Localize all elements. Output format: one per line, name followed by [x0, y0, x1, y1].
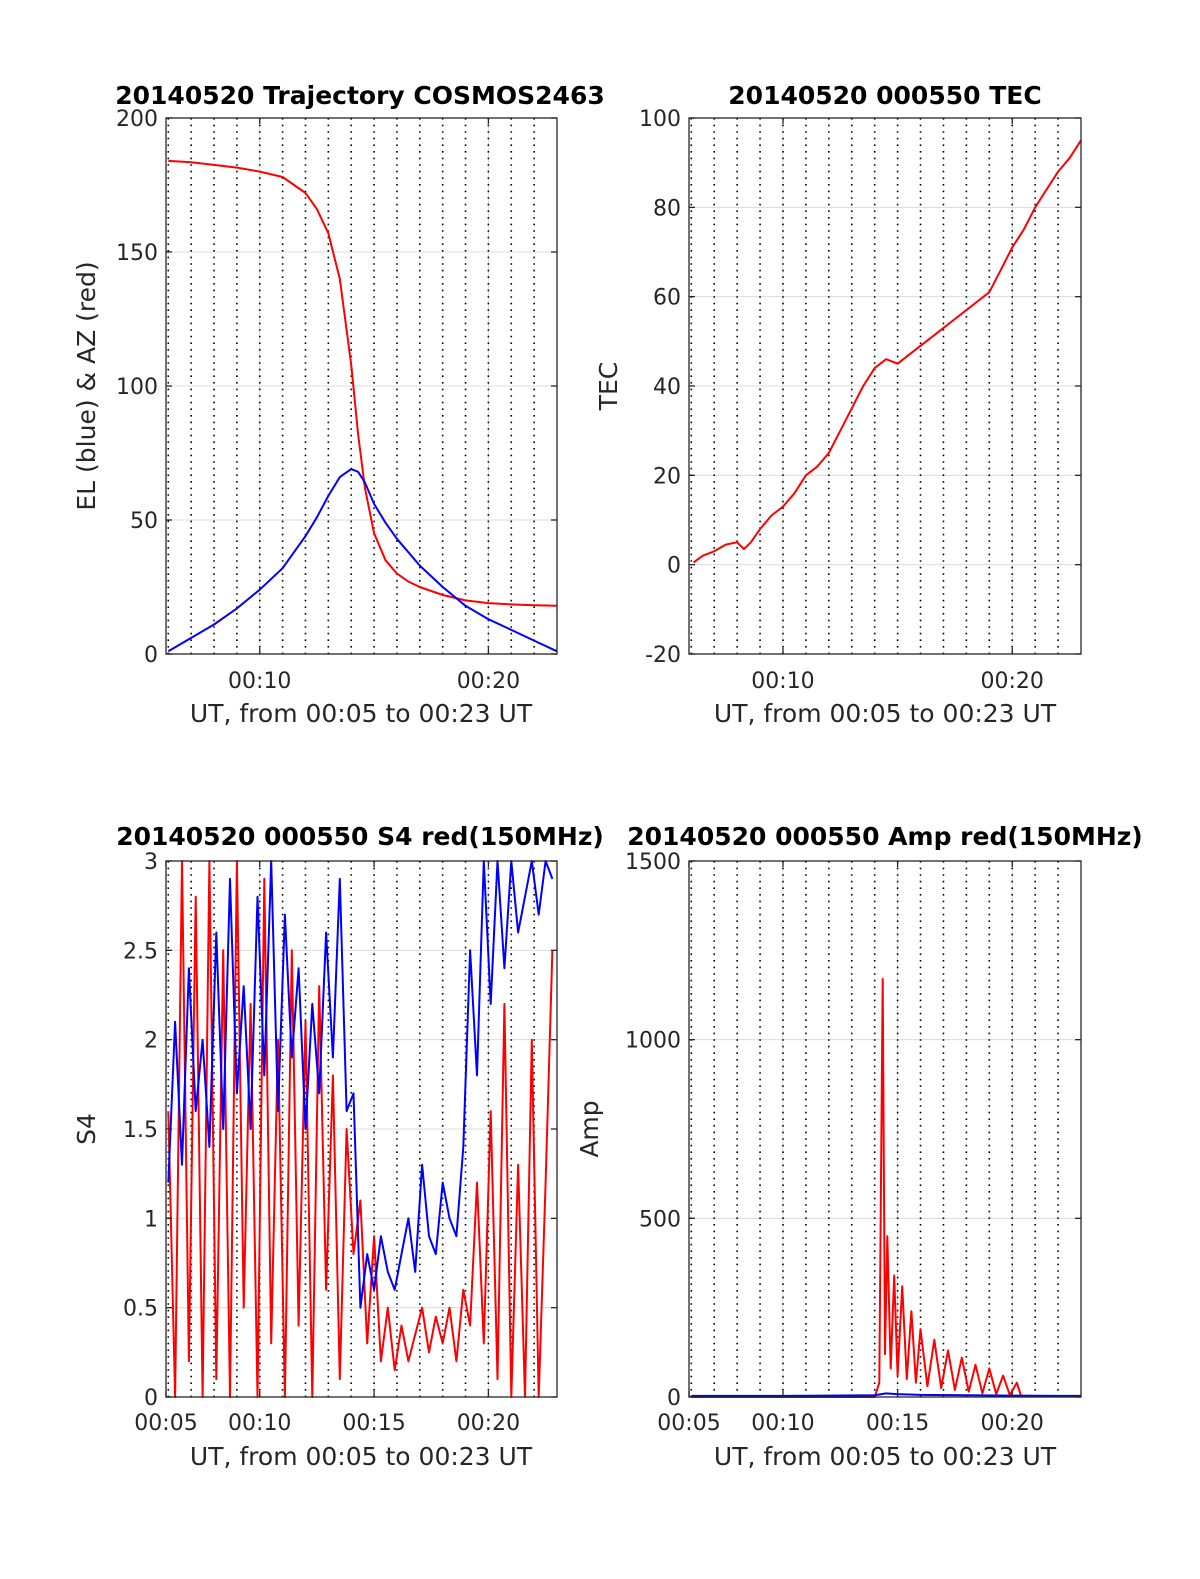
y-tick-label: 50 [130, 509, 158, 534]
x-tick-label: 00:10 [228, 669, 291, 694]
chart-title: 20140520 000550 TEC [728, 81, 1041, 110]
y-tick-label: -20 [645, 643, 681, 668]
y-tick-label: 2 [144, 1029, 158, 1054]
x-tick-label: 00:20 [981, 1411, 1044, 1436]
y-tick-label: 20 [653, 464, 681, 489]
chart-title: 20140520 000550 S4 red(150MHz) [116, 822, 604, 851]
chart-tec: 00:10 00:20 -20 0 20 40 60 80 100 20140520 000550… [594, 81, 1082, 728]
x-axis-label: UT, from 00:05 to 00:23 UT [190, 699, 533, 728]
y-tick-label: 1500 [625, 850, 681, 875]
y-axis-label: Amp [575, 1100, 604, 1157]
y-tick-label: 60 [653, 286, 681, 311]
y-axis-label: S4 [72, 1113, 101, 1145]
x-tick-label: 00:10 [751, 1411, 814, 1436]
y-tick-label: 200 [116, 107, 158, 132]
x-tick-label: 00:20 [981, 669, 1044, 694]
y-tick-label: 1 [144, 1207, 158, 1232]
y-tick-label: 0 [144, 1386, 158, 1411]
y-tick-label: 0.5 [123, 1297, 158, 1322]
y-tick-label: 0 [667, 554, 681, 579]
y-tick-label: 0 [667, 1386, 681, 1411]
x-tick-label: 00:10 [751, 669, 814, 694]
y-tick-label: 100 [116, 375, 158, 400]
y-tick-label: 1000 [625, 1029, 681, 1054]
y-tick-label: 1.5 [123, 1118, 158, 1143]
y-axis-label: TEC [594, 362, 623, 412]
y-tick-label: 3 [144, 850, 158, 875]
y-tick-label: 500 [639, 1207, 681, 1232]
series-red-line [168, 159, 558, 607]
x-tick-label: 00:05 [134, 1411, 197, 1436]
chart-title: 20140520 000550 Amp red(150MHz) [627, 822, 1143, 851]
x-axis-label: UT, from 00:05 to 00:23 UT [714, 699, 1057, 728]
x-axis-label: UT, from 00:05 to 00:23 UT [190, 1442, 533, 1471]
y-tick-label: 80 [653, 196, 681, 221]
series-blue-line [691, 1392, 1081, 1397]
y-tick-label: 0 [144, 643, 158, 668]
x-axis-label: UT, from 00:05 to 00:23 UT [714, 1442, 1057, 1471]
chart-s4: 00:05 00:10 00:15 00:20 0 0.5 1 1.5 2 2.5 32014052… [72, 822, 604, 1471]
x-tick-label: 00:20 [457, 669, 520, 694]
chart-amp: 00:05 00:10 00:15 00:20 0 500 1000 150020140520… [575, 822, 1143, 1471]
y-tick-label: 40 [653, 375, 681, 400]
x-tick-label: 00:10 [228, 1411, 291, 1436]
y-axis-label: EL (blue) & AZ (red) [72, 261, 101, 510]
axes-frame [688, 860, 1082, 1398]
series-red-line [693, 139, 1082, 564]
series-red-line [691, 977, 1023, 1398]
y-tick-label: 150 [116, 241, 158, 266]
series-blue-line [167, 468, 558, 653]
x-tick-label: 00:15 [342, 1411, 405, 1436]
x-tick-label: 00:20 [457, 1411, 520, 1436]
series-blue-line [167, 860, 554, 1309]
y-tick-label: 2.5 [123, 939, 158, 964]
x-tick-label: 00:15 [866, 1411, 929, 1436]
chart-title: 20140520 Trajectory COSMOS2463 [115, 81, 605, 110]
y-tick-label: 100 [639, 107, 681, 132]
series-red-line [167, 860, 554, 1398]
x-tick-label: 00:05 [657, 1411, 720, 1436]
